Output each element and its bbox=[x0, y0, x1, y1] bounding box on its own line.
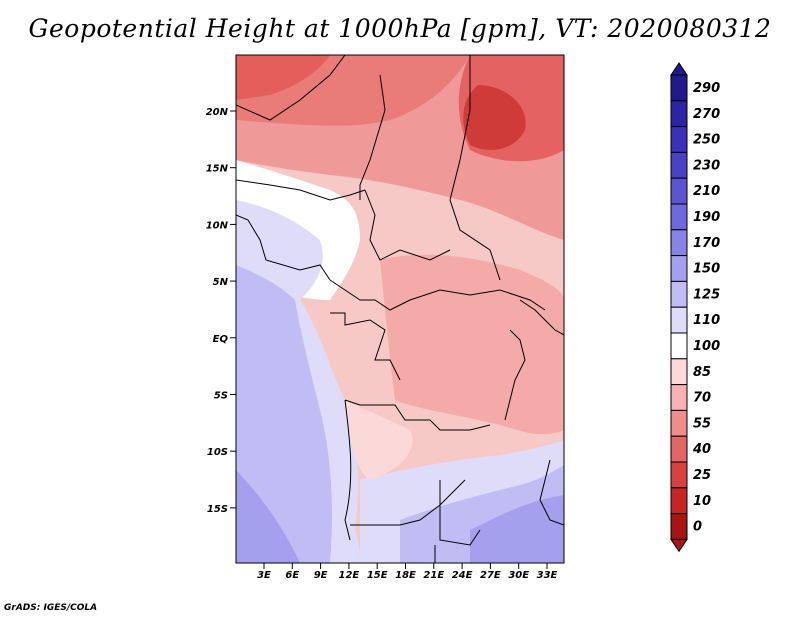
colorbar-label: 70 bbox=[693, 391, 711, 406]
map-frame bbox=[235, 54, 565, 564]
colorbar-label: 230 bbox=[693, 158, 720, 173]
lat-tick-label: 5S bbox=[214, 391, 228, 402]
lon-tick-label: 15E bbox=[367, 570, 388, 581]
colorbar-label: 210 bbox=[693, 184, 720, 199]
colorbar-swatch bbox=[670, 358, 688, 386]
lon-tick-label: 27E bbox=[480, 570, 501, 581]
colorbar-swatch bbox=[670, 151, 688, 179]
lon-tick-label: 18E bbox=[395, 570, 416, 581]
colorbar-swatch bbox=[670, 487, 688, 515]
colorbar-swatch bbox=[670, 513, 688, 540]
lat-tick-label: 15N bbox=[206, 164, 229, 175]
lon-tick-label: 6E bbox=[285, 570, 299, 581]
latitude-axis: 20N 15N 10N 5N EQ 5S 10S 15S bbox=[206, 107, 236, 515]
grads-credit: GrADS: IGES/COLA bbox=[4, 603, 98, 613]
colorbar-swatch bbox=[670, 74, 688, 102]
lon-tick-label: 33E bbox=[537, 570, 558, 581]
lat-tick-label: 20N bbox=[206, 107, 229, 118]
lat-tick-label: 5N bbox=[213, 277, 229, 288]
colorbar: 2902702502302101901701501251101008570554… bbox=[670, 62, 720, 553]
lon-tick-label: 9E bbox=[314, 570, 328, 581]
colorbar-label: 25 bbox=[693, 468, 711, 483]
lat-tick-label: EQ bbox=[213, 334, 229, 345]
colorbar-label: 85 bbox=[693, 365, 711, 380]
lat-tick-label: 15S bbox=[207, 504, 228, 515]
colorbar-swatch bbox=[670, 409, 688, 437]
colorbar-swatch bbox=[670, 461, 688, 489]
lat-tick-label: 10S bbox=[207, 447, 228, 458]
colorbar-label: 40 bbox=[692, 442, 711, 457]
colorbar-swatch bbox=[670, 435, 688, 463]
colorbar-swatch bbox=[670, 229, 688, 257]
lon-tick-label: 24E bbox=[452, 570, 473, 581]
colorbar-label: 125 bbox=[693, 287, 720, 302]
colorbar-label: 55 bbox=[693, 416, 711, 431]
colorbar-label: 250 bbox=[693, 133, 720, 148]
lon-tick-label: 30E bbox=[508, 570, 529, 581]
colorbar-label: 100 bbox=[693, 339, 720, 354]
colorbar-label: 170 bbox=[693, 236, 720, 251]
colorbar-swatch bbox=[670, 255, 688, 282]
colorbar-swatch bbox=[670, 203, 688, 231]
map-title: Geopotential Height at 1000hPa [gpm], VT… bbox=[28, 14, 772, 43]
longitude-axis: 3E 6E 9E 12E 15E 18E 21E 24E 27E 30E 33E bbox=[257, 563, 558, 581]
colorbar-label: 10 bbox=[693, 494, 711, 509]
lon-tick-label: 21E bbox=[423, 570, 444, 581]
colorbar-label: 190 bbox=[693, 210, 720, 225]
lon-tick-label: 12E bbox=[339, 570, 360, 581]
colorbar-swatch bbox=[670, 332, 688, 360]
geopotential-field bbox=[236, 55, 564, 563]
colorbar-swatch bbox=[670, 126, 688, 153]
colorbar-top-arrow bbox=[670, 62, 688, 76]
lat-tick-label: 10N bbox=[206, 220, 229, 231]
colorbar-label: 150 bbox=[693, 262, 720, 277]
colorbar-swatch bbox=[670, 177, 688, 205]
colorbar-swatch bbox=[670, 280, 688, 308]
colorbar-swatch bbox=[670, 100, 688, 128]
lon-tick-label: 3E bbox=[257, 570, 271, 581]
country-borders bbox=[236, 55, 564, 563]
colorbar-swatch bbox=[670, 306, 688, 334]
colorbar-label: 110 bbox=[693, 313, 720, 328]
colorbar-bottom-arrow bbox=[670, 538, 688, 553]
colorbar-label: 290 bbox=[693, 81, 720, 96]
colorbar-label: 0 bbox=[693, 520, 702, 535]
colorbar-label: 270 bbox=[693, 107, 720, 122]
colorbar-swatch bbox=[670, 384, 688, 411]
